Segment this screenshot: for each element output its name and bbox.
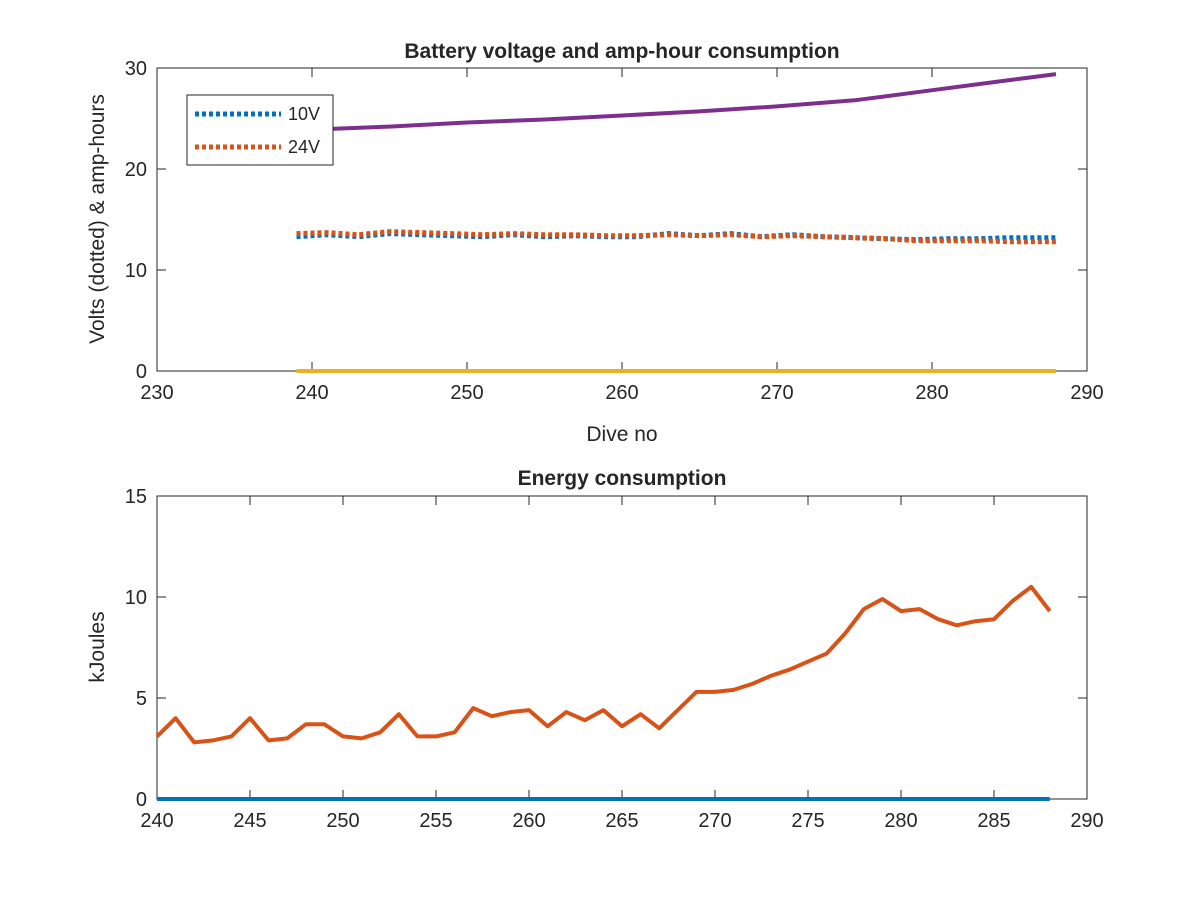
series-line-0-3: [311, 72, 1057, 132]
x-tick-label: 260: [605, 382, 638, 404]
x-tick-label: 275: [791, 810, 824, 832]
voltage-chart-title: Battery voltage and amp-hour consumption: [404, 40, 839, 63]
x-tick-label: 250: [326, 810, 359, 832]
y-tick-label: 5: [136, 688, 147, 710]
x-tick-label: 270: [698, 810, 731, 832]
voltage-y-axis-label: Volts (dotted) & amp-hours: [86, 94, 109, 344]
x-tick-label: 240: [140, 810, 173, 832]
series-line-24v: [296, 229, 1056, 245]
voltage-subplot: 230 240 250 260 270 280 290 0 10 20 30 Battery vol…: [86, 40, 1104, 446]
y-tick-label: 15: [125, 486, 147, 508]
x-tick-label: 240: [295, 382, 328, 404]
energy-y-axis-label: kJoules: [86, 611, 109, 682]
legend-label-10v: 10V: [288, 104, 320, 124]
voltage-x-axis-label: Dive no: [586, 423, 657, 446]
series-line-1-0: [155, 584, 1052, 745]
voltage-tick-group: 230 240 250 260 270 280 290 0 10 20 30: [125, 58, 1104, 404]
x-tick-label: 265: [605, 810, 638, 832]
x-tick-label: 250: [450, 382, 483, 404]
x-tick-label: 260: [512, 810, 545, 832]
y-tick-label: 0: [136, 361, 147, 383]
energy-chart-title: Energy consumption: [518, 467, 727, 490]
x-tick-label: 290: [1070, 382, 1103, 404]
x-tick-label: 280: [915, 382, 948, 404]
energy-plot-area: [156, 495, 1088, 800]
voltage-legend: 10V 24V: [186, 94, 334, 166]
y-tick-label: 30: [125, 58, 147, 80]
y-tick-label: 10: [125, 587, 147, 609]
legend-box: [186, 94, 334, 166]
y-tick-label: 20: [125, 159, 147, 181]
voltage-series-group: [296, 72, 1057, 373]
x-tick-label: 230: [140, 382, 173, 404]
x-tick-label: 290: [1070, 810, 1103, 832]
x-tick-label: 270: [760, 382, 793, 404]
y-tick-label: 0: [136, 789, 147, 811]
x-tick-label: 255: [419, 810, 452, 832]
y-tick-label: 10: [125, 260, 147, 282]
x-tick-label: 245: [233, 810, 266, 832]
energy-subplot: 240 245 250 255 260 265 270 275 280 285 290051015 …: [86, 467, 1104, 832]
x-tick-label: 280: [884, 810, 917, 832]
legend-label-24v: 24V: [288, 137, 320, 157]
energy-series-group: [155, 584, 1052, 801]
energy-tick-group: 240 245 250 255 260 265 270 275 280 285 290 0 5 10 15: [125, 486, 1104, 832]
x-tick-label: 285: [977, 810, 1010, 832]
